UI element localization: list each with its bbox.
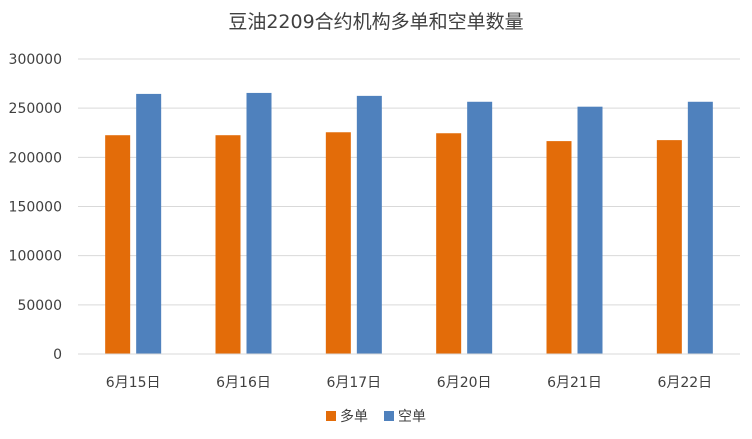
- x-tick-label: 6月16日: [216, 375, 271, 391]
- bar-long-2: [325, 132, 351, 354]
- x-tick-label: 6月21日: [547, 375, 602, 391]
- legend-label-0: 多单: [340, 408, 368, 425]
- x-axis-ticks: 6月15日 6月16日 6月17日 6月20日 6月21日 6月22日: [106, 375, 712, 391]
- bar-short-5: [687, 101, 713, 355]
- bar-long-0: [105, 135, 131, 354]
- legend-swatch-0: [326, 411, 336, 421]
- bar-short-0: [136, 93, 162, 355]
- legend-swatch-1: [384, 411, 394, 421]
- x-tick-label: 6月20日: [437, 375, 492, 391]
- chart-title: 豆油2209合约机构多单和空单数量: [228, 11, 523, 33]
- bar-short-1: [246, 92, 272, 355]
- bar-short-3: [467, 101, 493, 355]
- y-tick-label: 100000: [9, 249, 62, 265]
- bar-short-2: [356, 95, 382, 354]
- y-axis-ticks: 0 50000 100000 150000 200000 250000 300000: [9, 52, 62, 363]
- y-tick-label: 300000: [9, 52, 62, 68]
- x-tick-label: 6月17日: [326, 375, 381, 391]
- x-tick-label: 6月15日: [106, 375, 161, 391]
- legend-label-1: 空单: [398, 409, 426, 425]
- gridlines: [78, 58, 740, 306]
- x-tick-label: 6月22日: [657, 375, 712, 391]
- bar-short-4: [577, 106, 603, 354]
- y-tick-label: 200000: [9, 150, 62, 166]
- bar-long-1: [215, 135, 241, 354]
- legend: 多单 空单: [326, 408, 426, 425]
- bar-long-5: [656, 140, 682, 354]
- y-tick-label: 50000: [17, 298, 62, 314]
- bars: [105, 92, 713, 355]
- y-tick-label: 250000: [9, 101, 62, 117]
- bar-long-3: [436, 133, 462, 354]
- y-tick-label: 150000: [9, 200, 62, 216]
- y-tick-label: 0: [53, 347, 62, 363]
- bar-long-4: [546, 141, 572, 354]
